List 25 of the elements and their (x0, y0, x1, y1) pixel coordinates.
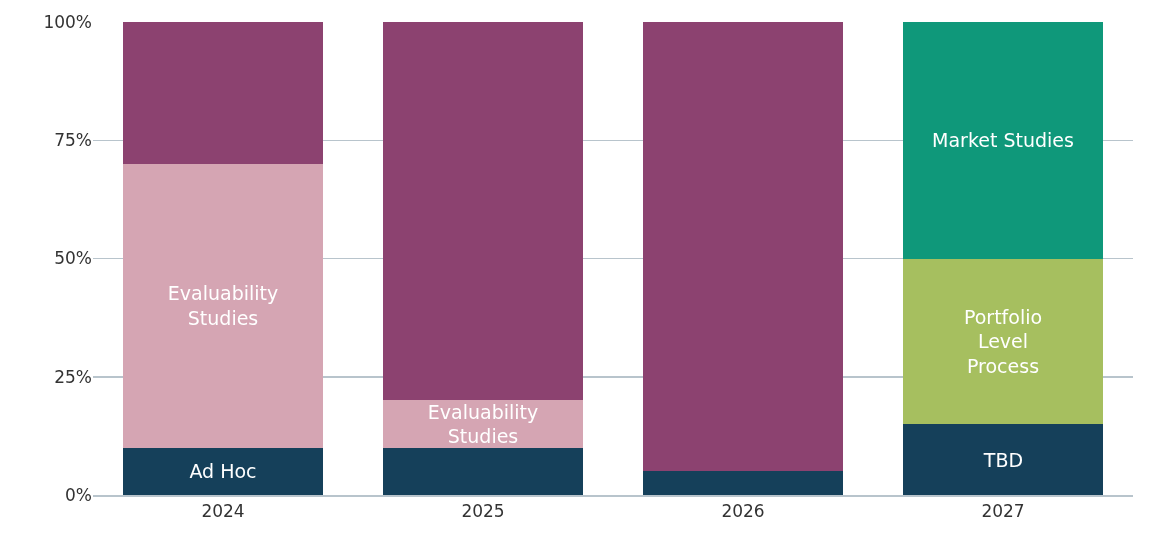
bar (642, 22, 844, 472)
bar (382, 447, 584, 495)
data-label: Ad Hoc (189, 460, 257, 483)
y-tick-label: 0% (65, 484, 92, 505)
bar (642, 471, 844, 495)
data-label: Market Studies (932, 129, 1074, 152)
bar (902, 22, 1104, 259)
y-tick-label: 100% (43, 11, 92, 32)
x-tick-label: 2024 (201, 500, 245, 521)
data-label: Evaluability Studies (427, 400, 539, 448)
bar (902, 258, 1104, 425)
bar (122, 22, 324, 164)
bar (122, 447, 324, 495)
x-tick-label: 2025 (461, 500, 505, 521)
y-tick-label: 25% (54, 366, 92, 387)
x-tick-label: 2026 (721, 500, 765, 521)
bar (122, 163, 324, 448)
bar (902, 424, 1104, 495)
data-label: TBD (982, 448, 1024, 471)
data-label: Evaluability Studies (167, 282, 279, 330)
bar (382, 22, 584, 401)
y-tick-label: 75% (54, 130, 92, 151)
data-label: Portfolio Level Process (963, 305, 1043, 377)
y-tick-label: 50% (54, 248, 92, 269)
x-tick-label: 2027 (981, 500, 1025, 521)
